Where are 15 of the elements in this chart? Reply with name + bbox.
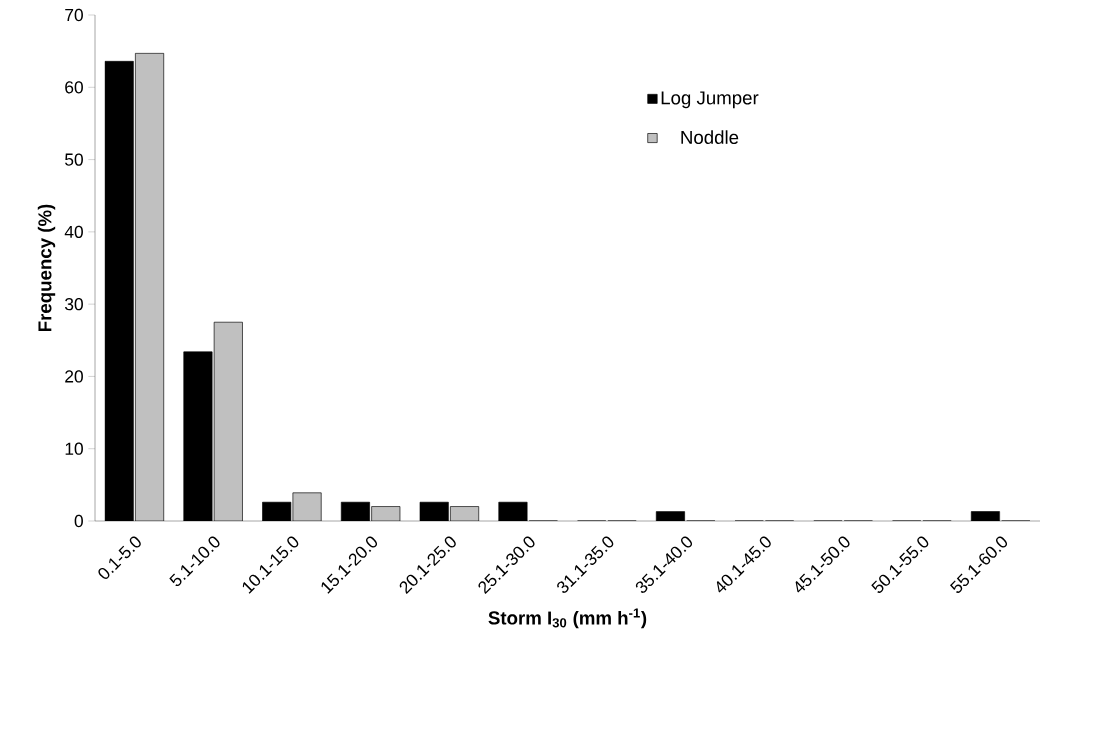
legend-label: Log Jumper — [661, 91, 759, 109]
y-tick-label: 30 — [65, 298, 83, 311]
y-tick-label: 70 — [65, 8, 83, 22]
y-tick-label: 20 — [65, 370, 83, 383]
bar — [292, 492, 322, 521]
y-axis-title: Frequency (%) — [37, 204, 56, 332]
legend-label: Noddle — [681, 130, 739, 144]
y-tick-label: 50 — [65, 153, 83, 166]
y-tick-label: 60 — [65, 81, 83, 94]
y-tick-label: 0 — [74, 514, 83, 528]
bar — [213, 321, 243, 521]
y-tick-label: 10 — [65, 442, 83, 455]
y-tick-label: 40 — [64, 225, 83, 238]
bar — [135, 52, 165, 521]
text: Storm I$_{30}$ (mm h$^{-1}$) — [488, 608, 647, 629]
